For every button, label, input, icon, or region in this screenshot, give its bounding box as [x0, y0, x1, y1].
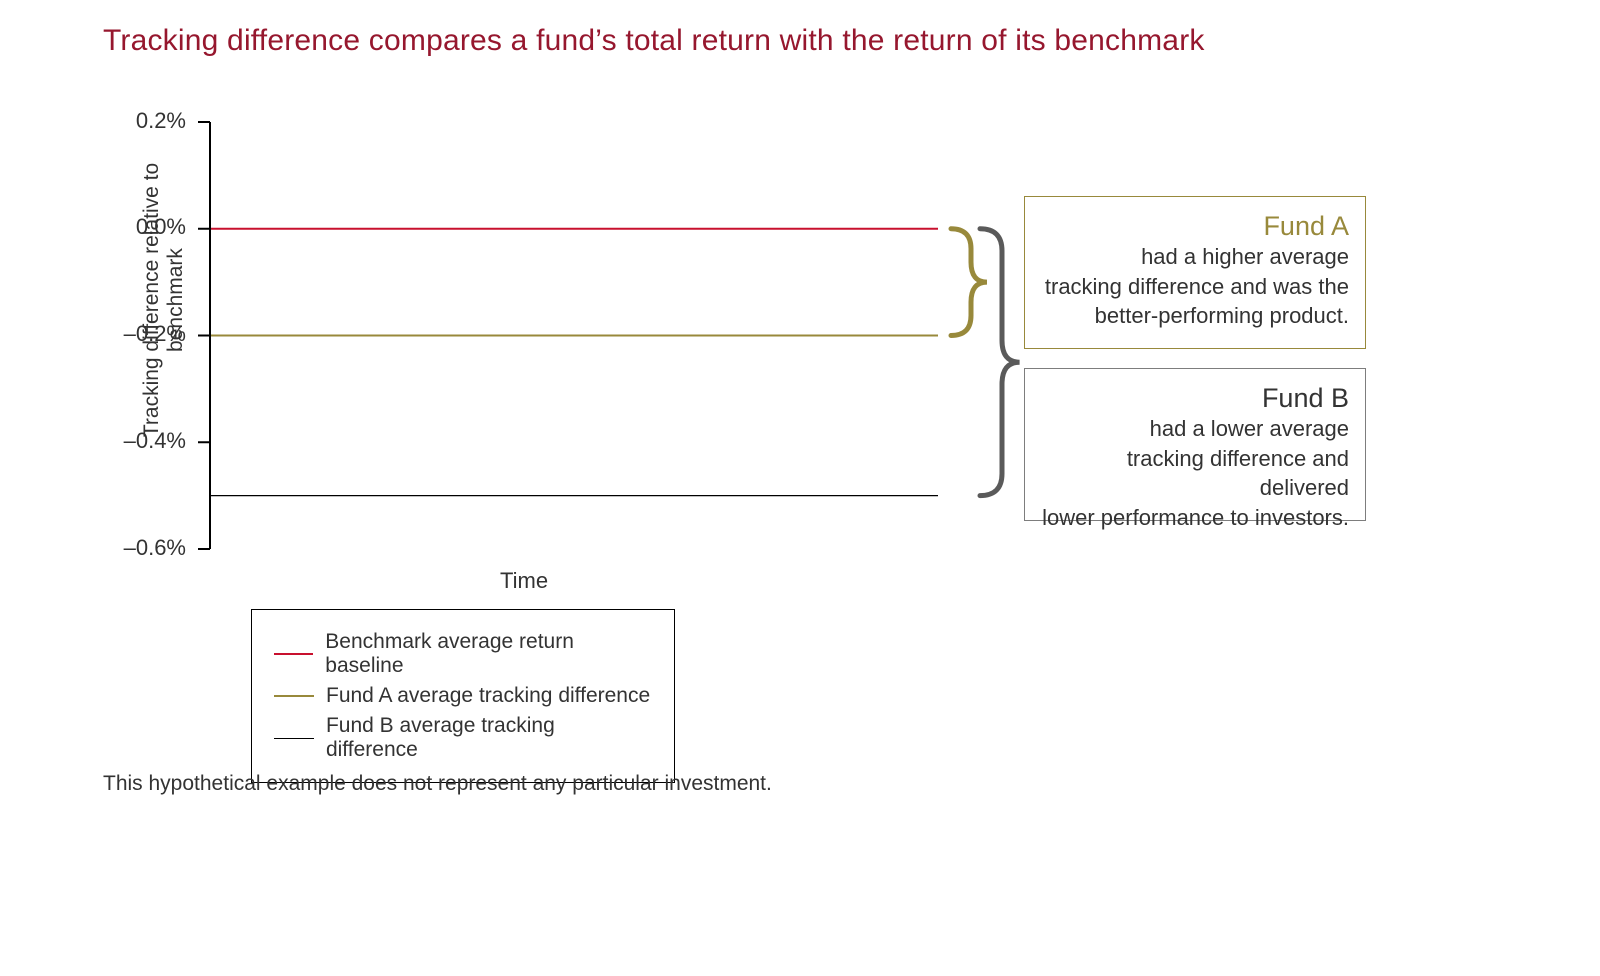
- fund-b-callout-title: Fund B: [1035, 383, 1349, 414]
- fund-b-callout-body: had a lower averagetracking difference a…: [1035, 414, 1349, 533]
- chart-legend: Benchmark average return baseline Fund A …: [251, 609, 675, 783]
- chart-title: Tracking difference compares a fund’s to…: [103, 24, 1205, 58]
- fund-a-callout-title: Fund A: [1035, 211, 1349, 242]
- fund-b-callout: Fund B had a lower averagetracking diffe…: [1024, 368, 1366, 521]
- y-tick-label: –0.4%: [118, 428, 186, 454]
- y-axis-label: Tracking difference relative to benchmar…: [140, 130, 188, 470]
- brace-icon: [980, 229, 1020, 496]
- disclaimer-text: This hypothetical example does not repre…: [103, 772, 772, 796]
- y-tick-label: 0.0%: [118, 214, 186, 240]
- legend-swatch-icon: [274, 695, 314, 697]
- legend-swatch-icon: [274, 653, 313, 655]
- legend-label: Fund A average tracking difference: [326, 684, 650, 708]
- y-tick-label: –0.2%: [118, 321, 186, 347]
- tracking-difference-chart: [210, 122, 1138, 553]
- fund-a-callout-body: had a higher averagetracking difference …: [1035, 242, 1349, 331]
- fund-a-callout: Fund A had a higher averagetracking diff…: [1024, 196, 1366, 349]
- legend-item: Fund A average tracking difference: [274, 684, 652, 708]
- brace-icon: [951, 229, 987, 336]
- legend-item: Benchmark average return baseline: [274, 630, 652, 678]
- x-axis-label: Time: [500, 568, 548, 594]
- legend-swatch-icon: [274, 738, 314, 739]
- legend-label: Benchmark average return baseline: [325, 630, 652, 678]
- legend-label: Fund B average tracking difference: [326, 714, 652, 762]
- y-tick-label: 0.2%: [118, 108, 186, 134]
- legend-item: Fund B average tracking difference: [274, 714, 652, 762]
- y-tick-label: –0.6%: [118, 535, 186, 561]
